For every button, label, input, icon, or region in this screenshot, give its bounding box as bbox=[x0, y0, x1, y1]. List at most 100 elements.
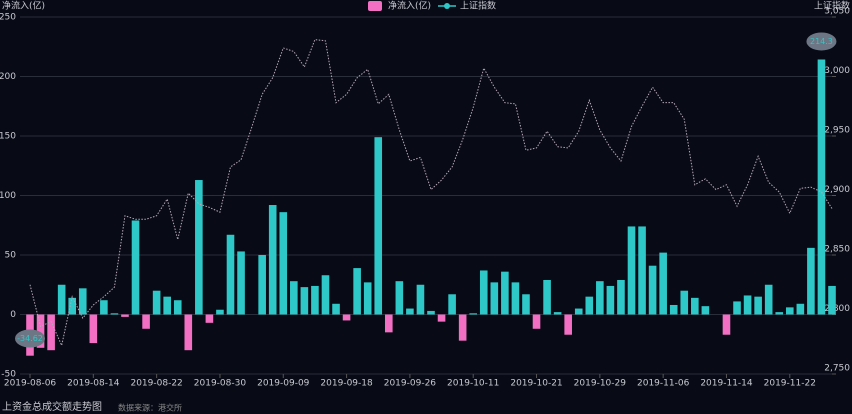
bar bbox=[374, 137, 383, 315]
bar bbox=[100, 300, 108, 315]
bar bbox=[532, 314, 541, 329]
bar bbox=[89, 314, 98, 344]
y-tick-label: 150 bbox=[0, 132, 16, 142]
bar bbox=[353, 268, 361, 315]
bar bbox=[564, 314, 572, 335]
x-tick-label: 2019-10-29 bbox=[574, 379, 627, 389]
bar bbox=[121, 314, 129, 317]
y2-axis-title: 上证指数 bbox=[814, 0, 850, 12]
mark-point-label: 214.3 bbox=[810, 37, 833, 46]
x-tick-label: 2019-08-14 bbox=[67, 379, 120, 389]
x-tick-label: 2019-09-18 bbox=[320, 379, 373, 389]
bar bbox=[416, 284, 425, 315]
bar bbox=[785, 307, 794, 315]
bar bbox=[585, 296, 594, 315]
bar bbox=[448, 294, 456, 315]
bar bbox=[363, 282, 372, 315]
x-tick-label: 2019-08-30 bbox=[194, 379, 247, 389]
bar bbox=[596, 281, 604, 315]
bar bbox=[659, 252, 667, 315]
bar bbox=[754, 296, 762, 315]
bar bbox=[617, 279, 625, 315]
bar bbox=[142, 314, 150, 329]
bar bbox=[638, 226, 646, 315]
y2-tick-label: 2,800 bbox=[824, 304, 850, 314]
bar bbox=[796, 303, 805, 315]
bar bbox=[437, 314, 446, 322]
bar bbox=[406, 308, 414, 315]
bar bbox=[669, 304, 678, 315]
bar bbox=[290, 281, 298, 315]
legend-swatch bbox=[368, 1, 382, 11]
y-tick-label: 50 bbox=[5, 251, 17, 261]
bar bbox=[574, 308, 583, 315]
bar bbox=[152, 290, 161, 315]
bar bbox=[321, 275, 330, 315]
bar bbox=[258, 255, 266, 315]
x-tick-label: 2019-11-06 bbox=[637, 379, 690, 389]
bar bbox=[828, 285, 836, 315]
bar bbox=[78, 288, 87, 315]
x-tick-label: 2019-09-09 bbox=[257, 379, 310, 389]
y2-tick-label: 2,950 bbox=[824, 126, 850, 136]
mark-point bbox=[806, 32, 837, 51]
bar bbox=[395, 281, 404, 315]
mark-point-label: -34.62 bbox=[17, 334, 43, 343]
y-tick-label: 200 bbox=[0, 72, 16, 82]
x-tick-label: 2019-10-21 bbox=[510, 379, 562, 389]
index-line bbox=[29, 39, 833, 348]
bar bbox=[205, 314, 214, 323]
bar bbox=[680, 290, 689, 315]
bar bbox=[553, 312, 562, 315]
bar bbox=[68, 297, 77, 315]
bar bbox=[807, 247, 815, 315]
bar bbox=[648, 265, 657, 315]
bar bbox=[764, 284, 773, 315]
bar bbox=[47, 314, 55, 351]
legend-label: 上证指数 bbox=[460, 0, 496, 12]
x-tick-label: 2019-09-26 bbox=[384, 379, 437, 389]
footnote: 上资金总成交额走势图 bbox=[2, 400, 102, 413]
x-tick-label: 2019-08-06 bbox=[4, 379, 57, 389]
bar bbox=[743, 295, 752, 315]
bar bbox=[57, 284, 66, 315]
bar bbox=[216, 309, 224, 315]
bar bbox=[237, 251, 245, 315]
y2-tick-label: 3,050 bbox=[824, 7, 850, 17]
bar bbox=[479, 270, 488, 315]
bar bbox=[543, 279, 551, 315]
y-axis-title: 净流入(亿) bbox=[2, 0, 45, 12]
bar bbox=[469, 313, 478, 315]
bar bbox=[511, 282, 520, 315]
bar bbox=[268, 205, 277, 315]
bar bbox=[226, 234, 235, 315]
mark-point bbox=[15, 329, 45, 348]
bar bbox=[722, 314, 731, 335]
bar bbox=[522, 294, 530, 315]
y-tick-label: -50 bbox=[1, 370, 16, 380]
bar bbox=[733, 301, 741, 315]
legend-label: 净流入(亿) bbox=[388, 0, 431, 12]
bar bbox=[458, 314, 467, 341]
y2-tick-label: 2,900 bbox=[824, 185, 850, 195]
bar bbox=[279, 212, 288, 315]
y2-tick-label: 2,750 bbox=[824, 364, 850, 374]
y-tick-label: 250 bbox=[0, 13, 16, 23]
legend-swatch bbox=[444, 3, 450, 9]
bar bbox=[173, 300, 182, 315]
bar bbox=[817, 59, 826, 315]
bar bbox=[110, 313, 119, 315]
bar bbox=[184, 314, 193, 351]
y-tick-label: 100 bbox=[0, 191, 16, 201]
y2-tick-label: 2,850 bbox=[824, 245, 850, 255]
x-tick-label: 2019-10-11 bbox=[447, 379, 499, 389]
x-tick-label: 2019-11-22 bbox=[764, 379, 816, 389]
bar bbox=[342, 314, 351, 321]
bar bbox=[36, 314, 45, 348]
bar bbox=[195, 180, 203, 315]
bar bbox=[775, 312, 784, 315]
source: 数据来源：港交所 bbox=[118, 403, 182, 413]
bar bbox=[384, 314, 393, 333]
bar bbox=[691, 297, 699, 315]
